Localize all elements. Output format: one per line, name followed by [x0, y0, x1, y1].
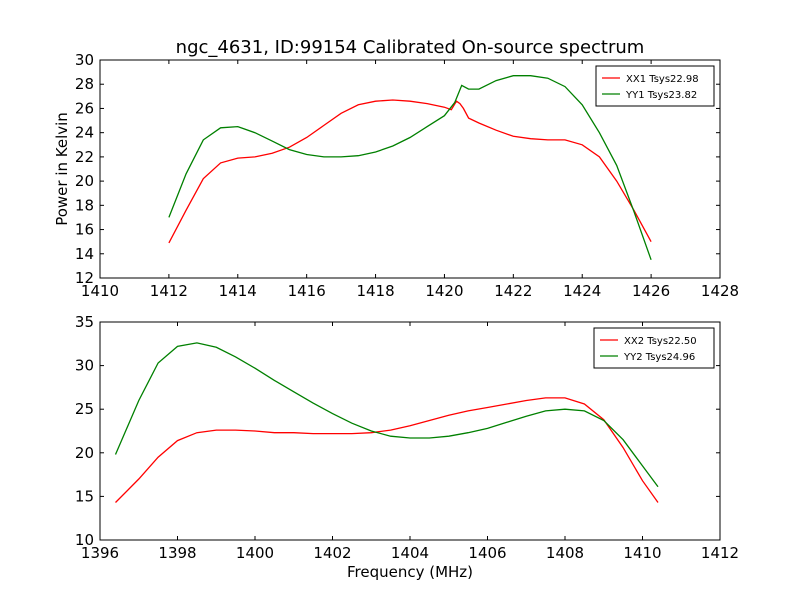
x-tick-label: 1422: [494, 282, 532, 300]
y-tick-label: 18: [75, 196, 94, 214]
x-tick-label: 1398: [158, 544, 196, 562]
x-tick-label: 1414: [219, 282, 257, 300]
x-tick-label: 1426: [632, 282, 670, 300]
x-tick-label: 1406: [468, 544, 506, 562]
x-tick-label: 1420: [425, 282, 463, 300]
series-line-2-2: [114, 342, 659, 488]
legend-box: [595, 65, 715, 107]
y-tick-label: 16: [75, 221, 94, 239]
series-line-1-1: [168, 99, 652, 244]
x-tick-label: 1416: [288, 282, 326, 300]
x-tick-label: 1396: [81, 544, 119, 562]
y-tick-label: 26: [75, 99, 94, 117]
y-axis-label: Power in Kelvin: [53, 112, 71, 226]
x-axis-label: Frequency (MHz): [347, 563, 473, 581]
chart-title: ngc_4631, ID:99154 Calibrated On-source …: [176, 37, 645, 58]
x-tick-label: 1402: [313, 544, 351, 562]
subplot-1: 1410 1412 1414 1416 1418 1420 1422 1424 1426 1428…: [53, 51, 739, 300]
x-tick-label: 1410: [623, 544, 661, 562]
legend: XX1 Tsys22.98 YY1 Tsys23.82: [595, 65, 715, 107]
y-tick-label: 10: [75, 531, 94, 549]
legend-box: [593, 327, 715, 369]
x-tick-label: 1412: [150, 282, 188, 300]
y-tick-label: 24: [75, 124, 94, 142]
x-tick-label: 1428: [701, 282, 739, 300]
y-tick-label: 35: [75, 313, 94, 331]
y-tick-label: 25: [75, 400, 94, 418]
legend-label: XX1 Tsys22.98: [626, 74, 699, 85]
y-tick-label: 15: [75, 487, 94, 505]
legend-label: YY2 Tsys24.96: [623, 352, 695, 363]
axes-frame: [99, 59, 721, 279]
series-line-2-1: [115, 397, 659, 503]
y-tick-label: 22: [75, 148, 94, 166]
series-line-1-2: [168, 75, 652, 261]
legend-label: XX2 Tsys22.50: [624, 336, 697, 347]
y-tick-label: 20: [75, 444, 94, 462]
subplot-2: 1396 1398 1400 1402 1404 1406 1408 1410 1412 10 15…: [75, 313, 739, 581]
y-tick-label: 28: [75, 75, 94, 93]
x-tick-label: 1412: [701, 544, 739, 562]
y-tick-label: 12: [75, 269, 94, 287]
y-tick-label: 14: [75, 245, 94, 263]
x-tick-label: 1404: [391, 544, 429, 562]
x-tick-label: 1410: [81, 282, 119, 300]
legend: XX2 Tsys22.50 YY2 Tsys24.96: [593, 327, 715, 369]
y-tick-label: 30: [75, 51, 94, 69]
y-tick-label: 20: [75, 172, 94, 190]
x-tick-label: 1408: [546, 544, 584, 562]
legend-label: YY1 Tsys23.82: [625, 90, 697, 101]
x-tick-label: 1400: [236, 544, 274, 562]
x-tick-label: 1424: [563, 282, 601, 300]
y-tick-label: 30: [75, 357, 94, 375]
x-tick-label: 1418: [356, 282, 394, 300]
